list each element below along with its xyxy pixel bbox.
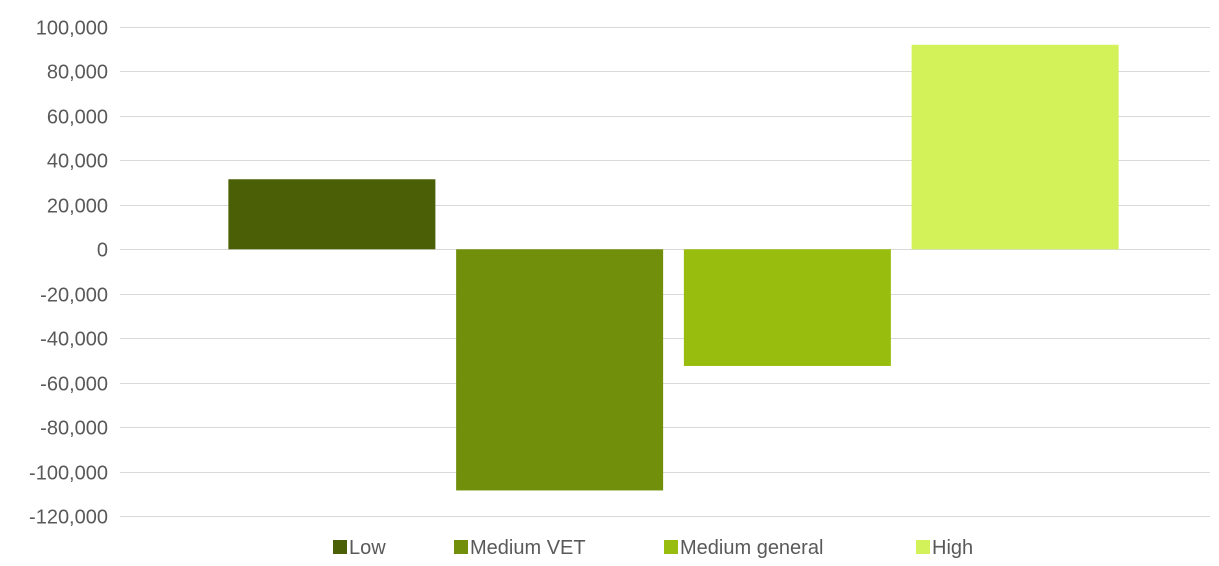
bars — [228, 44, 1119, 491]
bar-high — [911, 44, 1119, 250]
bar-low — [228, 179, 436, 250]
legend-label: Low — [349, 537, 386, 559]
y-tick-label: 60,000 — [47, 107, 108, 129]
y-tick-label: 40,000 — [47, 151, 108, 173]
y-tick-label: -60,000 — [40, 374, 108, 396]
legend-label: Medium general — [680, 537, 823, 559]
legend-swatch — [664, 540, 678, 554]
y-tick-label: 80,000 — [47, 62, 108, 84]
legend-swatch — [333, 540, 347, 554]
y-tick-label: 0 — [97, 240, 108, 262]
gridlines — [120, 27, 1210, 517]
y-tick-label: -20,000 — [40, 285, 108, 307]
legend-label: High — [932, 537, 973, 559]
y-tick-label: -120,000 — [29, 507, 108, 529]
legend-swatch — [916, 540, 930, 554]
y-tick-label: 100,000 — [36, 18, 108, 40]
y-tick-label: -80,000 — [40, 418, 108, 440]
legend: Low Medium VET Medium general High — [333, 537, 973, 559]
y-axis-ticks: 100,000 80,000 60,000 40,000 20,000 0 -20,000 -… — [29, 18, 108, 529]
legend-swatch — [454, 540, 468, 554]
y-tick-label: -100,000 — [29, 463, 108, 485]
bar-medium-general — [683, 249, 891, 366]
legend-label: Medium VET — [470, 537, 586, 559]
y-tick-label: 20,000 — [47, 196, 108, 218]
bar-medium-vet — [456, 249, 664, 491]
y-tick-label: -40,000 — [40, 329, 108, 351]
